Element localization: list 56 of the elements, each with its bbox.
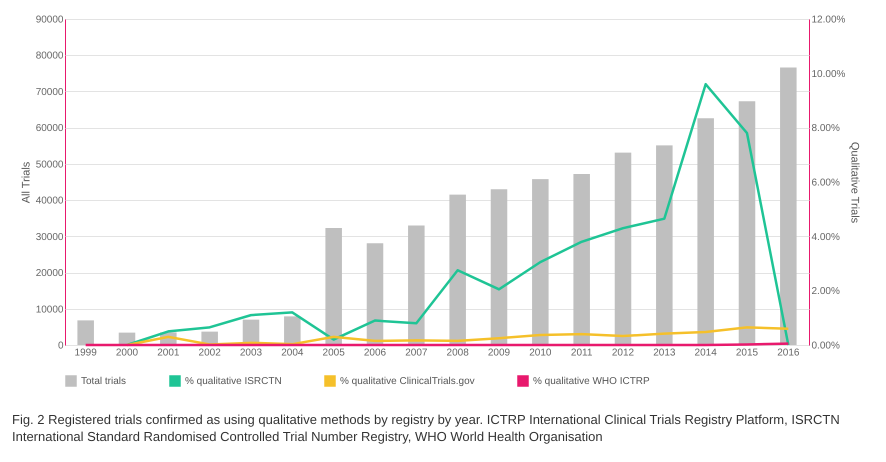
x-tick-label: 2010: [529, 348, 552, 358]
y-tick-label: 60000: [36, 123, 64, 134]
x-tick-label: 2002: [198, 348, 222, 358]
y2-tick-label: 4.00%: [812, 232, 840, 243]
x-tick-label: 2012: [612, 348, 635, 358]
x-tick-label: 2009: [488, 348, 511, 358]
bar: [614, 152, 632, 345]
caption: Fig. 2 Registered trials confirmed as using qualitative methods by registry by year. ICTRP International Clinical Trials Registry Platform, ISRCTN International Standard Randomised Controlled Trial Number Registry, WHO World Health Organisation: [11, 411, 841, 446]
y2-tick-label: 8.00%: [812, 123, 840, 134]
y-tick-label: 90000: [36, 14, 64, 26]
y-tick-label: 70000: [36, 86, 64, 98]
y2-axis-title: Qualitative Trials: [848, 142, 860, 224]
bar: [697, 118, 714, 345]
y-tick-label: 20000: [36, 268, 64, 280]
bar: [408, 225, 425, 345]
y-axis-title: All Trials: [20, 161, 33, 204]
y2-tick-label: 6.00%: [812, 178, 840, 188]
x-tick-label: 2007: [405, 348, 428, 358]
x-tick-label: 2006: [364, 348, 387, 358]
x-tick-label: 1999: [74, 348, 98, 358]
bar: [490, 189, 508, 345]
x-tick-label: 2014: [694, 348, 718, 358]
x-tick-label: 2004: [281, 348, 304, 358]
y2-tick-label: 12.00%: [812, 14, 846, 26]
y2-tick-label: 2.00%: [812, 286, 840, 298]
bar: [573, 174, 590, 345]
bar: [77, 320, 94, 345]
x-tick-label: 2016: [777, 348, 800, 358]
y-tick-label: 30000: [36, 232, 64, 243]
legend-label: % qualitative ClinicalTrials.gov: [340, 376, 475, 387]
bar: [656, 145, 673, 345]
x-tick-label: 2003: [240, 348, 263, 358]
bar: [738, 101, 756, 345]
bar: [325, 228, 342, 345]
y2-tick-label: 0.00%: [812, 340, 840, 352]
x-tick-label: 2015: [736, 348, 759, 358]
y2-tick-label: 10.00%: [812, 68, 846, 80]
x-tick-label: 2000: [116, 348, 139, 358]
legend-label: Total trials: [81, 376, 126, 387]
x-tick-label: 2001: [157, 348, 180, 358]
y-tick-label: 10000: [36, 304, 64, 316]
bar: [366, 243, 384, 345]
line-series: [126, 82, 790, 346]
y-tick-label: 40000: [36, 196, 64, 207]
x-tick-label: 2013: [653, 348, 676, 358]
x-tick-label: 2005: [322, 348, 346, 358]
bar: [780, 68, 797, 345]
bar: [449, 194, 466, 345]
bar: [532, 179, 549, 345]
legend-label: % qualitative WHO ICTRP: [533, 376, 650, 387]
y-tick-label: 50000: [36, 159, 64, 170]
y-tick-label: 80000: [36, 50, 64, 62]
legend-label: % qualitative ISRCTN: [185, 376, 282, 387]
x-tick-label: 2008: [446, 348, 470, 358]
x-tick-label: 2011: [570, 348, 593, 358]
y-tick-label: 0: [58, 340, 64, 352]
